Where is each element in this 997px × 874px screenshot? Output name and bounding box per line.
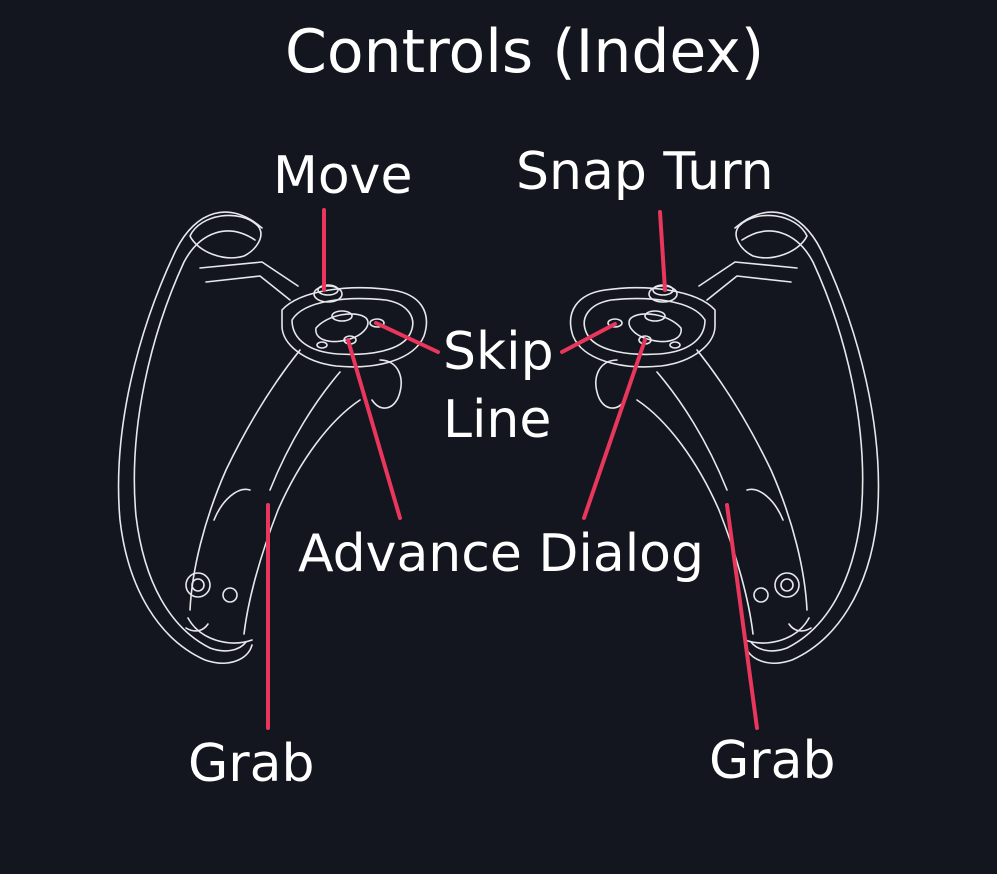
- label-advance-dialog: Advance Dialog: [298, 524, 704, 584]
- leader-line-skip-right: [560, 322, 617, 354]
- right-controller-icon: [569, 211, 880, 664]
- leader-line-grab-right: [725, 503, 759, 730]
- leader-line-advance-right: [582, 338, 647, 520]
- label-skip-line: Skip Line: [443, 318, 554, 454]
- label-move: Move: [273, 146, 413, 206]
- leader-line-snap-turn: [658, 210, 667, 292]
- label-skip-line-1: Skip: [443, 322, 554, 382]
- label-skip-line-2: Line: [443, 390, 552, 450]
- label-grab-left: Grab: [188, 734, 315, 794]
- label-grab-right: Grab: [709, 731, 836, 791]
- leader-line-skip-left: [374, 321, 440, 354]
- diagram-title: Controls (Index): [285, 17, 765, 87]
- leader-line-advance-left: [346, 338, 402, 520]
- left-controller-icon: [117, 211, 428, 664]
- label-snap-turn: Snap Turn: [516, 142, 774, 202]
